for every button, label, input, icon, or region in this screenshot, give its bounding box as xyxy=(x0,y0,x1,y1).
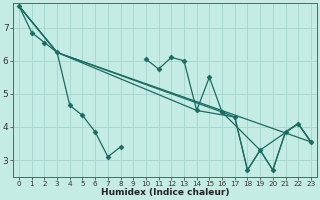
X-axis label: Humidex (Indice chaleur): Humidex (Indice chaleur) xyxy=(101,188,229,197)
